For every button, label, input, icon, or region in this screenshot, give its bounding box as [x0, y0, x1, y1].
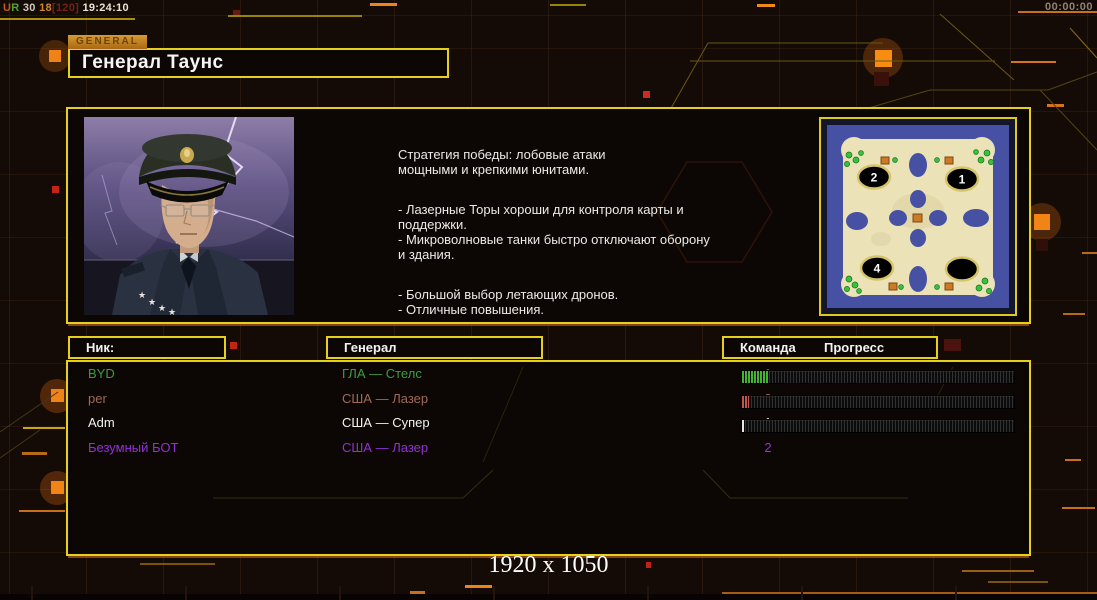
debug-readout-part: 19:24:10 — [79, 2, 129, 14]
debug-readout-part: 18 — [39, 2, 52, 14]
start-position-marker — [859, 255, 895, 281]
strategy-line: поддержки. — [398, 217, 467, 232]
header-nick: Ник: — [68, 336, 226, 359]
player-progress-fill — [742, 371, 770, 383]
start-position-marker — [944, 166, 980, 192]
player-progress-bar — [741, 419, 1015, 433]
debug-readout: UR 30 18[120] 19:24:10 — [3, 2, 129, 14]
debug-readout-part: R — [11, 2, 20, 14]
strategy-line — [398, 262, 828, 287]
header-general-label: Генерал — [344, 340, 397, 355]
general-tab: GENERAL — [68, 35, 147, 49]
player-team: 2 — [764, 439, 772, 455]
strategy-line: - Микроволновые танки быстро отключают о… — [398, 232, 710, 247]
player-progress-bar — [741, 370, 1015, 384]
debug-readout-part: [120] — [51, 2, 80, 14]
strategy-line: и здания. — [398, 247, 455, 262]
player-row: Безумный БОТ США — Лазер 2 — [68, 440, 1025, 462]
general-title-box: Генерал Таунс — [68, 48, 449, 78]
general-portrait-art: ★★ ★ ★ — [84, 117, 294, 315]
player-general: США — Супер — [342, 415, 430, 430]
player-progress-bar — [741, 394, 1015, 409]
strategy-line: - Большой выбор летающих дронов. — [398, 287, 619, 302]
general-info-panel: ★ ★ ★ ★ Стратегия победы: лобовые атаки мощ… — [66, 107, 1031, 324]
strategy-text: Стратегия победы: лобовые атаки мощными и… — [398, 147, 828, 317]
player-general: США — Лазер — [342, 439, 429, 455]
strategy-line: Стратегия победы: лобовые атаки — [398, 147, 606, 162]
svg-text:★: ★ — [168, 308, 176, 315]
start-position-marker — [856, 164, 892, 190]
player-progress-fill — [742, 420, 745, 432]
svg-text:★: ★ — [158, 304, 166, 314]
start-position-number: 4 — [874, 262, 881, 276]
match-timer: 00:00:00 — [1044, 1, 1093, 13]
minimap-art: 2 1 4 — [821, 119, 1015, 314]
minimap: 2 1 4 — [819, 117, 1017, 316]
player-general: США — Лазер — [342, 390, 429, 406]
svg-text:★: ★ — [148, 298, 156, 308]
strategy-line: - Отличные повышения. — [398, 302, 544, 317]
header-team-progress: Команда Прогресс — [722, 336, 938, 359]
player-general: ГЛА — Стелс — [342, 366, 422, 381]
header-nick-label: Ник: — [86, 340, 115, 355]
player-nick: Безумный БОТ — [88, 439, 179, 455]
start-position-number: 1 — [959, 173, 966, 187]
header-general: Генерал — [326, 336, 543, 359]
debug-readout-part: 30 — [19, 2, 40, 14]
header-progress-label: Прогресс — [824, 340, 885, 355]
svg-text:★: ★ — [138, 291, 146, 301]
start-position-markers: 2 1 4 — [856, 164, 980, 282]
player-nick: BYD — [88, 366, 115, 381]
general-name: Генерал Таунс — [82, 52, 224, 73]
start-position-number: 2 — [871, 171, 878, 185]
player-nick: per — [88, 390, 107, 406]
strategy-line — [398, 177, 828, 202]
strategy-line: мощными и крепкими юнитами. — [398, 162, 590, 177]
debug-readout-part: U — [3, 2, 12, 14]
header-team-label: Команда — [740, 340, 796, 355]
player-nick: Adm — [88, 415, 115, 430]
start-position-marker — [944, 256, 980, 282]
strategy-line: - Лазерные Торы хороши для контроля карт… — [398, 202, 684, 217]
resolution-label: 1920 x 1050 — [488, 552, 609, 578]
general-portrait: ★ ★ ★ ★ — [84, 117, 294, 315]
player-progress-fill — [742, 395, 749, 408]
